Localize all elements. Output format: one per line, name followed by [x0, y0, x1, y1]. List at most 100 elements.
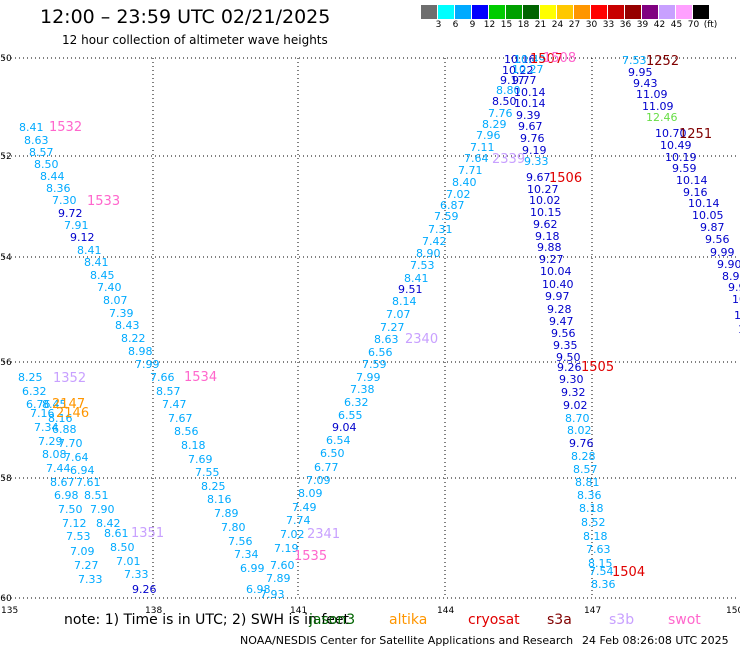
pass-label: 2147: [52, 397, 85, 412]
wave-height-value: 9.56: [705, 233, 730, 246]
wave-height-value: 8.70: [565, 412, 590, 425]
wave-height-value: 8.16: [48, 412, 73, 425]
plot-subtitle: 12 hour collection of altimeter wave hei…: [62, 33, 328, 47]
wave-height-value: 7.34: [234, 548, 259, 561]
lon-tick-label: 138: [145, 606, 162, 616]
wave-height-value: 6.98: [246, 583, 271, 596]
wave-height-value: 11.09: [636, 88, 668, 101]
wave-height-value: 8.51: [84, 489, 109, 502]
wave-height-value: 10.22: [502, 64, 534, 77]
wave-height-value: 9.90: [717, 258, 740, 271]
wave-height-value: 6.88: [52, 423, 77, 436]
wave-height-value: 9.97: [545, 290, 570, 303]
pass-label: 2341: [307, 527, 340, 542]
wave-height-value: 7.33: [78, 573, 103, 586]
wave-height-value: 6.55: [338, 409, 363, 422]
wave-height-value: 7.70: [58, 437, 83, 450]
color-scale-tick: 18: [517, 20, 530, 30]
wave-height-value: 7.74: [286, 514, 311, 527]
wave-height-value: 8.14: [392, 295, 417, 308]
wave-height-value: 7.76: [488, 107, 513, 120]
color-swatch: [676, 5, 693, 19]
wave-height-value: 8.63: [24, 134, 49, 147]
wave-height-value: 6.32: [22, 385, 47, 398]
wave-height-value: 7.29: [38, 435, 63, 448]
lat-tick-label: -60: [0, 594, 12, 604]
pass-label: 2146: [56, 406, 89, 421]
wave-height-value: 8.45: [90, 269, 115, 282]
color-scale-tick: 6: [452, 20, 459, 30]
wave-height-value: 9.67: [518, 120, 543, 133]
color-swatch: [489, 5, 506, 19]
wave-height-value: 9.77: [512, 74, 537, 87]
wave-height-value: 8.40: [452, 176, 477, 189]
wave-height-value: 11.09: [642, 100, 674, 113]
wave-height-value: 8.52: [581, 516, 606, 529]
color-swatch: [693, 5, 710, 19]
wave-height-value: 7.01: [116, 555, 141, 568]
wave-height-value: 9.35: [553, 339, 578, 352]
wave-height-value: 8.98: [128, 345, 153, 358]
wave-height-value: 8.57: [156, 385, 181, 398]
wave-height-value: 7.55: [195, 466, 220, 479]
wave-height-value: 8.36: [46, 182, 71, 195]
lat-tick-label: -52: [0, 152, 12, 162]
wave-height-value: 8.57: [29, 146, 54, 159]
color-swatch: [659, 5, 676, 19]
wave-height-value: 7.99: [356, 371, 381, 384]
wave-height-value: 7.63: [586, 543, 611, 556]
color-scale-ticks: 3 6 9 12 15 18 21 24 27 30 33 36 39 42 45 70 (ft): [421, 19, 718, 33]
wave-height-value: 9.26: [557, 361, 582, 374]
wave-height-value: 7.09: [70, 545, 95, 558]
plot-title: 12:00 – 23:59 UTC 02/21/2025: [40, 6, 331, 28]
lon-tick-label: 141: [290, 606, 307, 616]
wave-height-value: 9.27: [539, 253, 564, 266]
wave-height-value: 7.69: [188, 453, 213, 466]
lon-tick-label: 144: [437, 606, 454, 616]
wave-height-value: 9.92: [728, 281, 740, 294]
wave-height-value: 7.64: [464, 152, 489, 165]
wave-height-value: 8.09: [298, 487, 323, 500]
wave-height-value: 9.17: [500, 74, 525, 87]
wave-height-value: 9.88: [537, 241, 562, 254]
wave-height-value: 7.40: [97, 281, 122, 294]
lat-tick-label: -58: [0, 474, 12, 484]
wave-height-value: 10.19: [665, 151, 697, 164]
color-swatch: [540, 5, 557, 19]
pass-label: 1251: [679, 127, 712, 142]
wave-height-value: 7.31: [428, 223, 453, 236]
wave-height-value: 7.19: [274, 542, 299, 555]
wave-height-value: 8.25: [18, 371, 43, 384]
wave-height-value: 7.59: [434, 210, 459, 223]
wave-height-value: 10.40: [542, 278, 574, 291]
wave-height-value: 10.04: [540, 265, 572, 278]
wave-height-value: 10.15: [530, 206, 562, 219]
wave-height-value: 12.46: [646, 111, 678, 124]
color-swatch: [506, 5, 523, 19]
wave-height-value: 8.18: [583, 530, 608, 543]
color-scale-tick: 45: [670, 20, 683, 30]
wave-height-value: 8.57: [573, 463, 598, 476]
wave-height-value: 7.02: [280, 528, 305, 541]
wave-height-value: 9.28: [547, 303, 572, 316]
credit-line: NOAA/NESDIS Center for Satellite Applica…: [240, 634, 574, 647]
wave-height-value: 7.27: [380, 321, 405, 334]
wave-height-value: 10.27: [512, 63, 544, 76]
satellite-legend-item: jason3: [309, 612, 356, 628]
wave-height-value: 6.50: [320, 447, 345, 460]
wave-height-value: 9.51: [398, 283, 423, 296]
wave-height-value: 9.16: [683, 186, 708, 199]
wave-height-value: 8.63: [374, 333, 399, 346]
wave-height-value: 7.02: [446, 188, 471, 201]
wave-height-value: 8.18: [181, 439, 206, 452]
color-swatch: [642, 5, 659, 19]
wave-height-value: 7.91: [64, 219, 89, 232]
color-scale-tick: (ft): [703, 20, 718, 30]
wave-height-value: 11.12: [734, 309, 740, 322]
wave-height-value: 6.32: [344, 396, 369, 409]
color-swatch: [438, 5, 455, 19]
pass-label: 1535: [294, 549, 327, 564]
wave-height-value: 10.27: [527, 183, 559, 196]
wave-height-value: 6.56: [368, 346, 393, 359]
